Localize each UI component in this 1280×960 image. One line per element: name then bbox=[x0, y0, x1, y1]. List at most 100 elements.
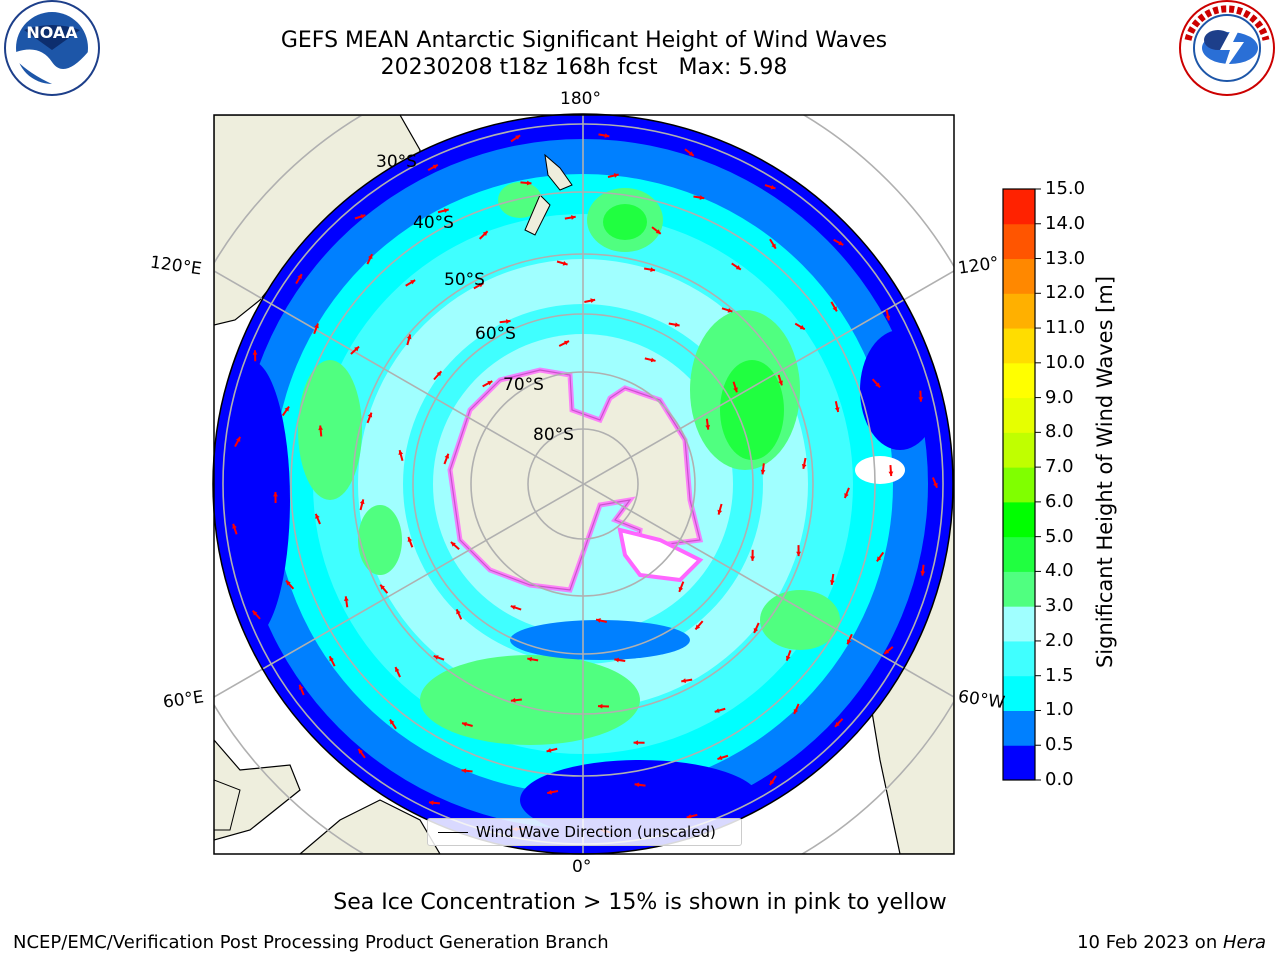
wave-arrow-head bbox=[613, 173, 619, 178]
wave-arrow-head bbox=[436, 371, 442, 377]
wave-arrow-head bbox=[444, 453, 450, 459]
wave-arrow-head bbox=[297, 274, 302, 280]
colorbar-tick-label: 5.0 bbox=[1045, 525, 1074, 547]
wave-arrow-head bbox=[633, 740, 638, 746]
wind-wave-arrows bbox=[232, 133, 938, 834]
colorbar-segment bbox=[1003, 606, 1035, 642]
wave-arrow-head bbox=[482, 231, 488, 237]
wave-arrow-head bbox=[299, 684, 304, 690]
lat-label-40s: 40°S bbox=[413, 213, 454, 233]
colorbar-segment bbox=[1003, 745, 1035, 781]
graticule bbox=[214, 115, 954, 854]
wave-arrow-head bbox=[875, 382, 881, 388]
wave-arrow-head bbox=[699, 195, 705, 200]
wave-arrow-head bbox=[432, 164, 438, 170]
colorbar-segment bbox=[1003, 362, 1035, 399]
wave-arrow-head bbox=[769, 780, 775, 786]
wave-arrow-head bbox=[681, 678, 686, 684]
colorbar-segment bbox=[1003, 328, 1035, 364]
wave-arrow-head bbox=[428, 800, 434, 806]
wave-arrow-head bbox=[546, 748, 552, 753]
colorbar-tick-label: 11.0 bbox=[1045, 317, 1086, 339]
colorbar-segment bbox=[1003, 710, 1035, 746]
wave-arrow-head bbox=[570, 215, 576, 220]
run-date-text: 10 Feb 2023 on bbox=[1077, 932, 1223, 953]
colorbar-segment bbox=[1003, 571, 1035, 607]
map-legend: Wind Wave Direction (unscaled) bbox=[427, 818, 742, 846]
wave-arrow-head bbox=[450, 541, 456, 547]
legend-line-swatch bbox=[438, 831, 468, 833]
colorbar-segment bbox=[1003, 397, 1035, 433]
wave-arrow-head bbox=[461, 768, 467, 774]
wave-arrow-head bbox=[343, 596, 349, 601]
wave-arrow-head bbox=[359, 499, 365, 505]
wave-arrow-head bbox=[717, 755, 723, 761]
wave-arrow-head bbox=[933, 482, 938, 488]
colorbar-segment bbox=[1003, 189, 1035, 225]
lat-label-60s: 60°S bbox=[475, 324, 516, 344]
colorbar-label-text: Significant Height of Wind Waves [m] bbox=[1093, 275, 1117, 669]
wave-arrow-head bbox=[398, 450, 404, 455]
colorbar-segment bbox=[1003, 675, 1035, 711]
colorbar-segment bbox=[1003, 536, 1035, 572]
chart-title: GEFS MEAN Antarctic Significant Height o… bbox=[280, 28, 888, 53]
lat-label-80s: 80°S bbox=[533, 425, 574, 445]
wave-arrow-head bbox=[487, 381, 493, 386]
wave-arrow-head bbox=[920, 571, 926, 576]
wave-arrow-head bbox=[235, 436, 241, 442]
wave-arrow-head bbox=[597, 703, 603, 709]
wave-arrow-head bbox=[456, 609, 461, 615]
wave-arrow-head bbox=[634, 782, 640, 788]
wave-arrow-head bbox=[368, 254, 373, 260]
ice-note: Sea Ice Concentration > 15% is shown in … bbox=[333, 890, 947, 915]
colorbar-tick-label: 4.0 bbox=[1045, 560, 1074, 582]
wave-arrow-head bbox=[232, 523, 237, 529]
wave-arrow-head bbox=[527, 656, 532, 662]
wave-arrow-head bbox=[799, 324, 805, 330]
colorbar-tick-label: 0.5 bbox=[1045, 734, 1074, 756]
wave-arrow-head bbox=[367, 412, 373, 418]
colorbar-tick-label: 2.0 bbox=[1045, 629, 1074, 651]
nws-logo bbox=[1172, 0, 1280, 100]
wave-arrow-head bbox=[590, 298, 596, 303]
chart-subtitle: 20230208 t18z 168h fcst Max: 5.98 bbox=[380, 55, 788, 80]
wave-arrow-head bbox=[714, 708, 720, 713]
wave-arrow-head bbox=[801, 464, 807, 469]
colorbar-segment bbox=[1003, 467, 1035, 503]
wave-arrow-head bbox=[614, 657, 620, 663]
wave-arrow-head bbox=[918, 397, 924, 402]
wave-arrow-head bbox=[846, 639, 852, 645]
wave-arrow-head bbox=[727, 307, 733, 313]
wave-arrow-head bbox=[885, 315, 891, 321]
wave-height-field bbox=[213, 114, 953, 854]
wave-arrow-head bbox=[252, 350, 258, 355]
legend-label: Wind Wave Direction (unscaled) bbox=[476, 823, 716, 841]
colorbar-tick-label: 14.0 bbox=[1045, 212, 1086, 234]
wave-arrow-head bbox=[329, 656, 334, 662]
wave-arrow-head bbox=[695, 624, 701, 630]
wave-arrow-head bbox=[705, 424, 711, 430]
wave-arrow-head bbox=[547, 789, 552, 795]
wave-arrow-head bbox=[832, 306, 837, 312]
host-name: Hera bbox=[1222, 932, 1266, 953]
colorbar-tick-label: 12.0 bbox=[1045, 282, 1086, 304]
wave-arrow-head bbox=[604, 133, 610, 138]
wave-arrow-head bbox=[688, 151, 694, 156]
lon-label-0: 0° bbox=[572, 857, 592, 877]
colorbar-tick-label: 10.0 bbox=[1045, 351, 1086, 373]
svg-text:NOAA: NOAA bbox=[26, 23, 78, 42]
wave-arrow-head bbox=[407, 537, 413, 542]
lat-label-70s: 70°S bbox=[503, 375, 544, 395]
wave-arrow-head bbox=[760, 469, 766, 475]
wave-arrow-head bbox=[838, 240, 844, 246]
colorbar-tick-label: 9.0 bbox=[1045, 386, 1074, 408]
wave-arrow-head bbox=[778, 380, 783, 386]
colorbar-tick-label: 7.0 bbox=[1045, 456, 1074, 478]
lat-label-50s: 50°S bbox=[444, 270, 485, 290]
wave-arrow-head bbox=[318, 425, 324, 431]
wave-arrow-head bbox=[564, 340, 570, 346]
wave-arrow-head bbox=[770, 184, 776, 190]
wave-arrow-head bbox=[358, 748, 363, 754]
run-date: 10 Feb 2023 on Hera bbox=[1077, 932, 1266, 953]
